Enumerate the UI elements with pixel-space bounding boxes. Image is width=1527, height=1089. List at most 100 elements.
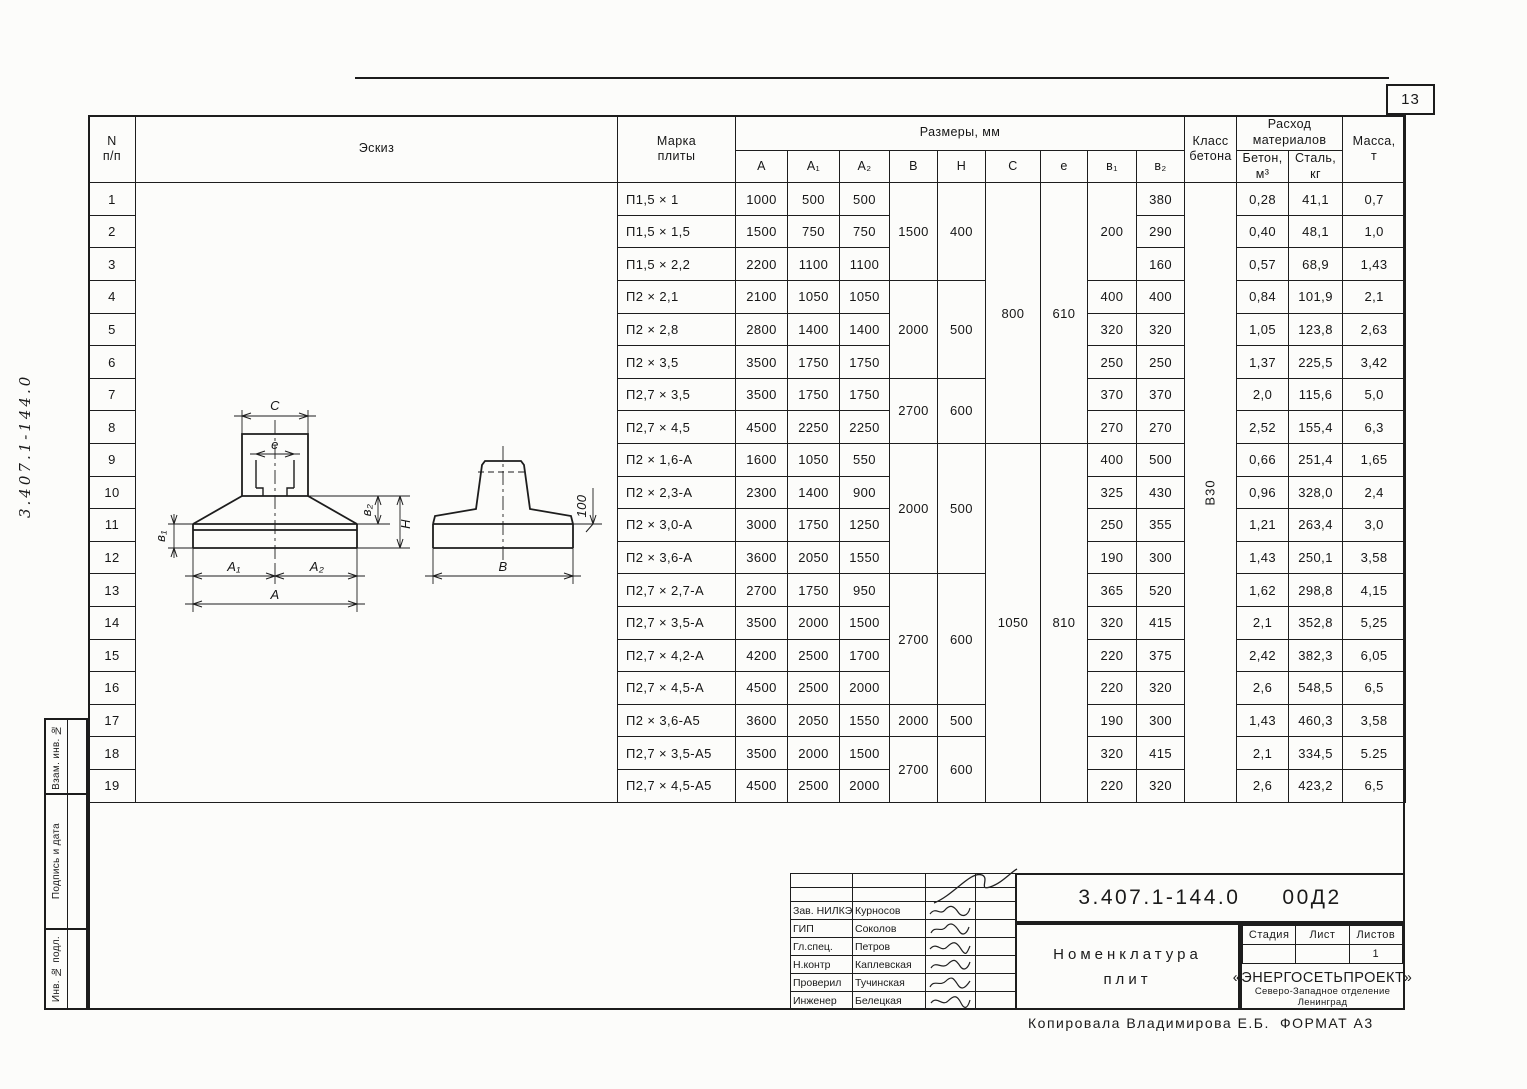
signature-role: Зав. НИЛКЭ (790, 901, 853, 920)
header-mark-l1: Марка (656, 133, 697, 148)
stamp-blank (68, 720, 86, 793)
stamp-label: Взам. инв. № (46, 720, 68, 793)
mass-cell: 2,4 (1342, 475, 1407, 510)
dim-a-cell: 1500 (735, 214, 788, 249)
mass-cell: 5.25 (1342, 736, 1407, 770)
title-block: Зав. НИЛКЭ Курносов ГИП Соколов Гл.спец.… (790, 868, 1412, 1010)
steel-weight-cell: 334,5 (1288, 736, 1344, 770)
dim-label-b2: в₂ (359, 504, 374, 517)
dim-label-bb: B (498, 559, 507, 574)
signature-date (975, 991, 1016, 1010)
header-stal-l2: кг (1310, 166, 1321, 181)
table-row: 7 П2,7 × 3,5 3500 1750 1750 2700 600 370 370 2,0 1… (88, 377, 1407, 445)
dim-b1-cell: 190 (1087, 703, 1137, 738)
concrete-volume-cell: 2,1 (1236, 736, 1290, 770)
table-row: 1 C e в₁ (88, 182, 1407, 803)
plate-mark-cell: П2 × 2,1 (617, 280, 736, 314)
stamp-text: Взам. инв. № (51, 723, 62, 790)
steel-weight-cell: 423,2 (1288, 768, 1344, 803)
header-mass-l2: т (1371, 149, 1378, 164)
dim-b1-cell: 400 (1087, 443, 1137, 477)
stage-col-listov: Листов (1348, 925, 1404, 945)
dim-b1-cell: 325 (1087, 475, 1137, 510)
dim-label-b1: в₁ (153, 531, 168, 543)
signature-role: Гл.спец. (790, 937, 853, 956)
dim-label-a2: A₂ (308, 559, 323, 574)
stage-val-stadia (1241, 944, 1297, 964)
dim-b-cell: 1500 (889, 182, 938, 282)
dim-a2-cell: 2000 (839, 768, 890, 803)
plate-mark-cell: П2 × 2,3-А (617, 475, 736, 510)
mass-cell: 2,63 (1342, 312, 1407, 347)
dim-a2-cell: 1250 (839, 508, 890, 542)
dim-a-cell: 4500 (735, 410, 788, 444)
mass-cell: 6,5 (1342, 768, 1407, 803)
page-number-box: 13 (1386, 84, 1435, 115)
dim-a1-cell: 2500 (787, 638, 840, 673)
concrete-volume-cell: 0,96 (1236, 475, 1290, 510)
mass-cell: 2,1 (1342, 280, 1407, 314)
dim-b2-cell: 500 (1135, 443, 1186, 477)
plate-mark-cell: П2 × 3,6-А (617, 540, 736, 575)
dim-b1-cell: 320 (1087, 605, 1137, 640)
concrete-volume-cell: 0,28 (1236, 182, 1290, 216)
plate-mark-cell: П2,7 × 3,5-А5 (617, 736, 736, 770)
signature-role: ГИП (790, 919, 853, 938)
dim-a-cell: 1000 (735, 182, 788, 216)
steel-weight-cell: 251,4 (1288, 443, 1344, 477)
row-number-cell: 5 (88, 312, 136, 347)
dim-a-cell: 2800 (735, 312, 788, 347)
dim-a-cell: 2200 (735, 247, 788, 282)
dim-b1-cell: 220 (1087, 768, 1137, 803)
table-row: 6 П2 × 3,5 3500 1750 1750 250 250 1,37 225,5 3,42 (88, 345, 1407, 379)
row-number-cell: 18 (88, 736, 136, 770)
mass-cell: 1,65 (1342, 443, 1407, 477)
signature-date (975, 955, 1016, 974)
signature-date (975, 919, 1016, 938)
row-number-cell: 7 (88, 377, 136, 412)
row-number-cell: 13 (88, 573, 136, 607)
stamp-label: Инв. № подл. (46, 930, 68, 1008)
dim-b2-cell: 320 (1135, 671, 1186, 705)
header-sizes: Размеры, мм (734, 115, 1186, 151)
header-concrete-class: Класс бетона (1184, 114, 1238, 184)
header-dim-b2: в₂ (1135, 149, 1186, 184)
dim-b2-cell: 250 (1135, 345, 1186, 379)
dim-h-cell: 500 (937, 703, 986, 738)
dim-a1-cell: 2050 (787, 703, 840, 738)
dim-b1-cell: 220 (1087, 638, 1137, 673)
concrete-volume-cell: 2,6 (1236, 671, 1290, 705)
dim-b2-cell: 160 (1135, 247, 1186, 282)
dim-b-cell: 2700 (889, 573, 938, 705)
signature-name: Белецкая (852, 991, 926, 1010)
dim-a-cell: 3000 (735, 508, 788, 542)
signature-row: Проверил Тучинская (790, 973, 1016, 992)
dim-a2-cell: 1050 (839, 280, 890, 314)
top-rule (355, 77, 1389, 79)
mass-cell: 6,05 (1342, 638, 1407, 673)
dim-a1-cell: 1400 (787, 312, 840, 347)
row-number-cell: 15 (88, 638, 136, 673)
concrete-class-value: В30 (1203, 479, 1219, 506)
stage-val-list (1295, 944, 1350, 964)
doc-suffix: 00Д2 (1282, 886, 1342, 909)
table-row: 9 П2 × 1,6-А 1600 1050 550 2000 500 1050 810 400 5… (88, 442, 1407, 803)
dim-b1-cell: 400 (1087, 280, 1137, 314)
mass-cell: 3,42 (1342, 345, 1407, 379)
dim-h-cell: 500 (937, 442, 986, 575)
dim-a1-cell: 1050 (787, 443, 840, 477)
signature-name: Соколов (852, 919, 926, 938)
dim-a2-cell: 1750 (839, 345, 890, 379)
dim-a2-cell: 750 (839, 214, 890, 249)
table-row: 19 П2,7 × 4,5-А5 4500 2500 2000 220 320 2,6 423,… (88, 768, 1407, 803)
dim-a1-cell: 1400 (787, 475, 840, 510)
dim-b2-cell: 320 (1135, 768, 1186, 803)
mass-cell: 1,43 (1342, 247, 1407, 282)
signature-row: ГИП Соколов (790, 919, 1016, 938)
plate-mark-cell: П2 × 3,6-А5 (617, 703, 736, 738)
concrete-volume-cell: 0,66 (1236, 443, 1290, 477)
dim-c-cell: 800 (985, 182, 1041, 444)
row-number-cell: 9 (88, 443, 136, 477)
header-class-l2: бетона (1189, 149, 1232, 164)
